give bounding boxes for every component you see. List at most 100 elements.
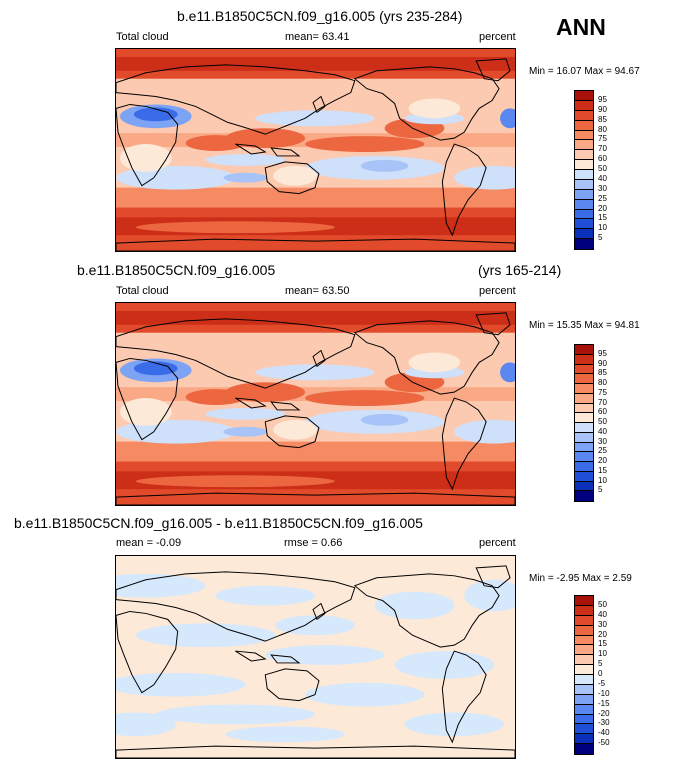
colorbar-swatch xyxy=(575,744,593,754)
panel2-mean-label: mean= 63.50 xyxy=(285,285,350,297)
panel3-mean-label: mean = -0.09 xyxy=(116,537,182,549)
colorbar-tick-label: -40 xyxy=(598,728,610,738)
panel3-minmax: Min = -2.95 Max = 2.59 xyxy=(529,573,632,584)
colorbar-swatch xyxy=(575,219,593,230)
colorbar-tick-label: 50 xyxy=(598,599,607,609)
colorbar-tick-label: 80 xyxy=(598,378,607,387)
colorbar-swatch xyxy=(575,635,593,646)
colorbar-swatch xyxy=(575,100,593,111)
colorbar-swatch xyxy=(575,91,593,101)
panel2-colorbar xyxy=(574,344,594,502)
panel2-years: (yrs 165-214) xyxy=(478,262,562,278)
colorbar-swatch xyxy=(575,471,593,482)
panel3-units-label: percent xyxy=(479,537,516,549)
panel1-units-label: percent xyxy=(479,31,516,43)
colorbar-swatch xyxy=(575,110,593,121)
colorbar-tick-label: 10 xyxy=(598,649,607,659)
colorbar-tick-label: 85 xyxy=(598,368,607,378)
season-annotation: ANN xyxy=(556,14,606,40)
panel2-variable-label: Total cloud xyxy=(116,285,169,297)
colorbar-tick-label: 70 xyxy=(598,397,607,407)
colorbar-tick-label: 30 xyxy=(598,619,607,629)
colorbar-tick-label: 40 xyxy=(598,173,607,183)
colorbar-swatch xyxy=(575,432,593,443)
colorbar-swatch xyxy=(575,140,593,151)
colorbar-tick-label: 75 xyxy=(598,134,607,144)
colorbar-tick-label: 30 xyxy=(598,436,607,446)
colorbar-tick-label: 15 xyxy=(598,213,607,223)
colorbar-tick-label: 75 xyxy=(598,387,607,397)
colorbar-tick-label: 25 xyxy=(598,193,607,203)
colorbar-swatch xyxy=(575,694,593,705)
colorbar-swatch xyxy=(575,150,593,161)
colorbar-tick-label: 95 xyxy=(598,94,607,104)
colorbar-swatch xyxy=(575,655,593,666)
colorbar-swatch xyxy=(575,229,593,240)
colorbar-swatch xyxy=(575,462,593,472)
colorbar-swatch xyxy=(575,345,593,355)
colorbar-tick-label: 60 xyxy=(598,154,607,164)
panel1-mean-label: mean= 63.41 xyxy=(285,31,350,43)
colorbar-tick-label: 20 xyxy=(598,629,607,639)
panel1-colorbar xyxy=(574,90,594,250)
colorbar-swatch xyxy=(575,199,593,210)
panel3-colorbar xyxy=(574,595,594,755)
colorbar-swatch xyxy=(575,130,593,141)
colorbar-swatch xyxy=(575,160,593,170)
colorbar-tick-label: 30 xyxy=(598,183,607,193)
colorbar-swatch xyxy=(575,596,593,606)
colorbar-tick-label: -15 xyxy=(598,698,610,708)
colorbar-swatch xyxy=(575,374,593,384)
panel1-map xyxy=(115,48,516,252)
colorbar-swatch xyxy=(575,481,593,492)
panel2-title: b.e11.B1850C5CN.f09_g16.005 xyxy=(77,262,276,278)
colorbar-swatch xyxy=(575,724,593,735)
colorbar-tick-label: 40 xyxy=(598,426,607,436)
colorbar-swatch xyxy=(575,615,593,626)
panel3-title: b.e11.B1850C5CN.f09_g16.005 - b.e11.B185… xyxy=(14,515,423,531)
colorbar-swatch xyxy=(575,393,593,404)
colorbar-swatch xyxy=(575,605,593,616)
colorbar-swatch xyxy=(575,714,593,725)
panel2-map xyxy=(115,302,516,506)
colorbar-tick-label: 80 xyxy=(598,124,607,134)
colorbar-swatch xyxy=(575,452,593,462)
colorbar-tick-label: -10 xyxy=(598,688,610,698)
colorbar-tick-label: 25 xyxy=(598,446,607,456)
colorbar-tick-label: -5 xyxy=(598,678,606,688)
colorbar-tick-label: 90 xyxy=(598,358,607,368)
colorbar-swatch xyxy=(575,423,593,433)
colorbar-swatch xyxy=(575,170,593,180)
colorbar-tick-label: 70 xyxy=(598,144,607,154)
colorbar-swatch xyxy=(575,189,593,200)
panel1-title: b.e11.B1850C5CN.f09_g16.005 (yrs 235-284… xyxy=(177,8,463,24)
colorbar-swatch xyxy=(575,675,593,685)
panel1-minmax: Min = 16.07 Max = 94.67 xyxy=(529,66,640,77)
colorbar-swatch xyxy=(575,239,593,249)
colorbar-swatch xyxy=(575,384,593,394)
colorbar-swatch xyxy=(575,442,593,453)
colorbar-swatch xyxy=(575,413,593,423)
colorbar-tick-label: 10 xyxy=(598,223,607,233)
colorbar-swatch xyxy=(575,364,593,375)
panel3-map xyxy=(115,555,516,759)
colorbar-swatch xyxy=(575,645,593,656)
colorbar-tick-label: 20 xyxy=(598,203,607,213)
colorbar-tick-label: 0 xyxy=(598,669,603,678)
colorbar-swatch xyxy=(575,734,593,745)
colorbar-tick-label: 10 xyxy=(598,475,607,485)
colorbar-swatch xyxy=(575,354,593,365)
colorbar-tick-label: 95 xyxy=(598,348,607,358)
colorbar-swatch xyxy=(575,684,593,695)
colorbar-swatch xyxy=(575,209,593,220)
colorbar-tick-label: 5 xyxy=(598,485,603,495)
colorbar-tick-label: 5 xyxy=(598,659,603,669)
colorbar-swatch xyxy=(575,179,593,190)
colorbar-tick-label: 50 xyxy=(598,164,607,173)
colorbar-tick-label: -30 xyxy=(598,718,610,728)
colorbar-tick-label: 90 xyxy=(598,104,607,114)
colorbar-swatch xyxy=(575,665,593,675)
panel2-units-label: percent xyxy=(479,285,516,297)
colorbar-tick-label: 85 xyxy=(598,114,607,124)
colorbar-tick-label: 60 xyxy=(598,407,607,417)
